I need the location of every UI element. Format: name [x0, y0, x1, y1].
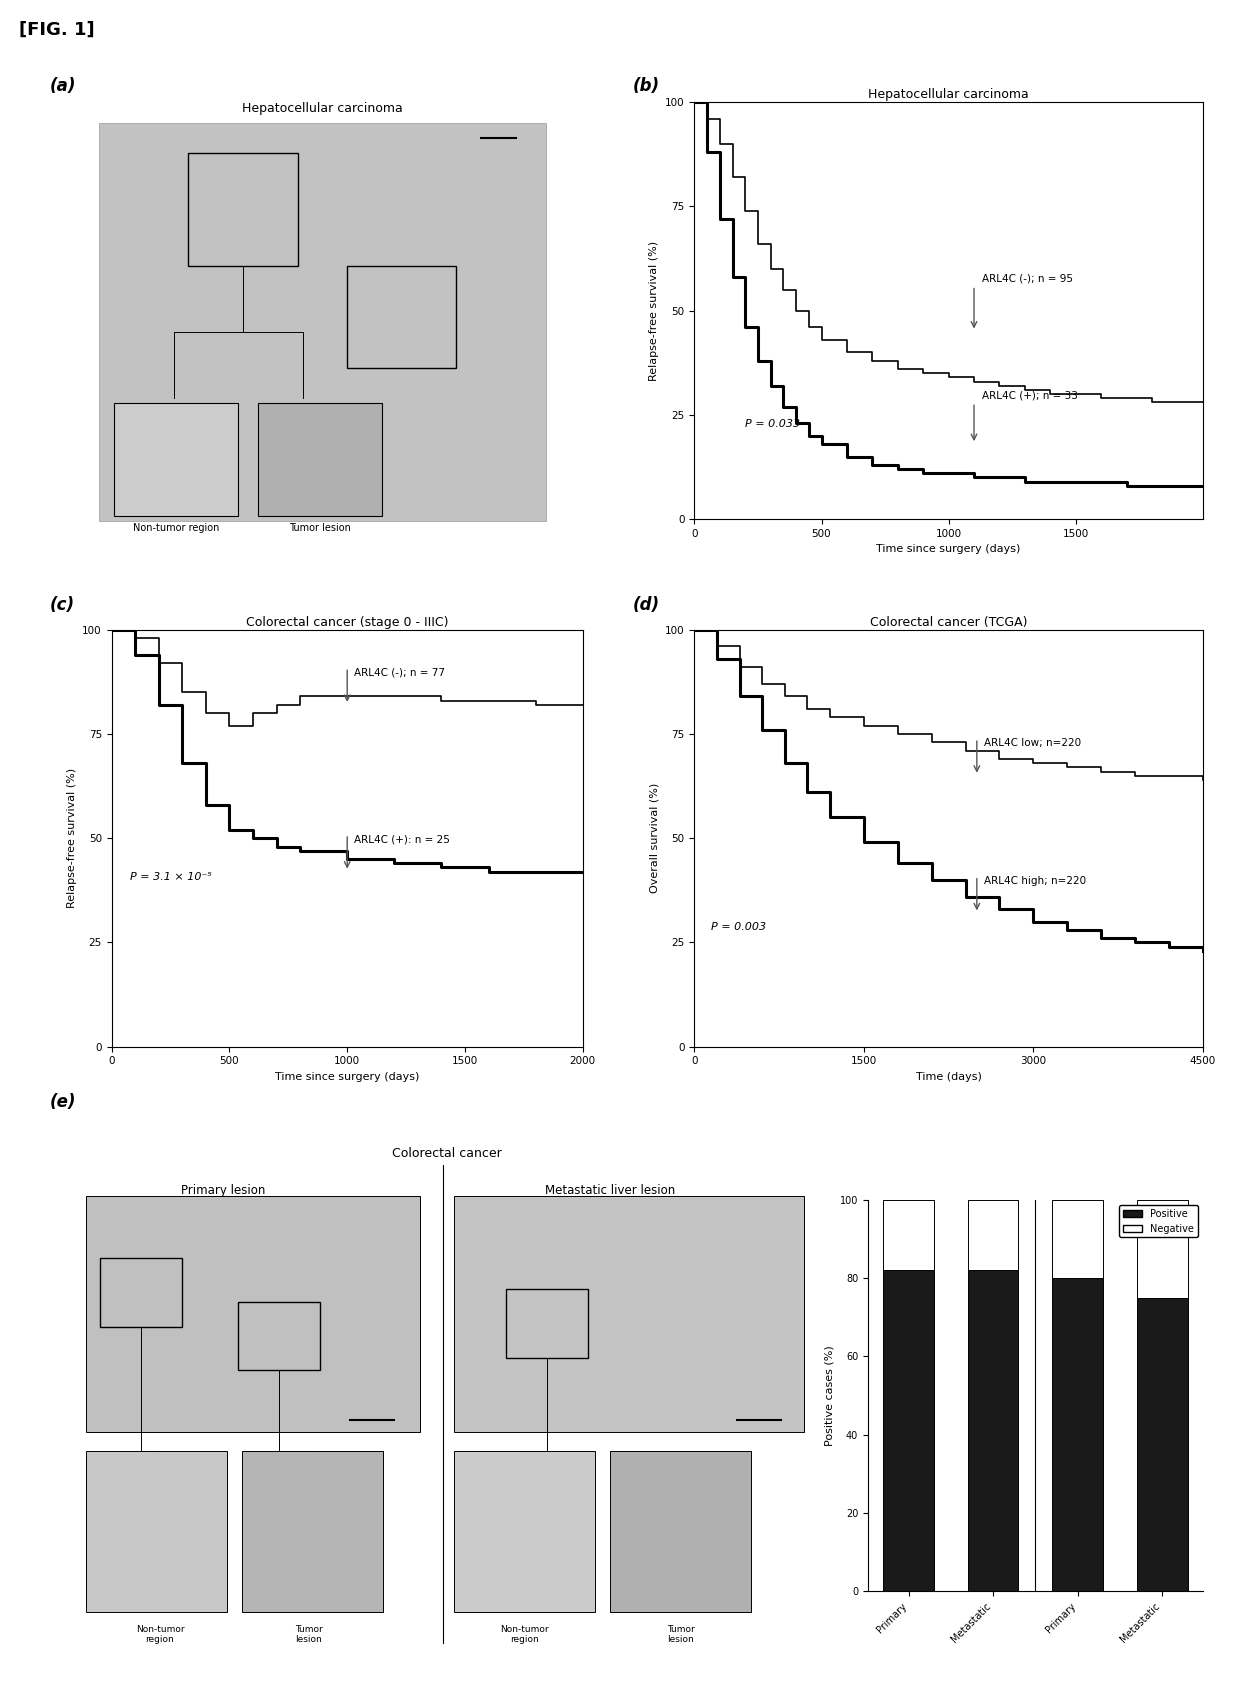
Bar — [967, 1270, 1018, 1591]
Title: Colorectal cancer (stage 0 - IIIC): Colorectal cancer (stage 0 - IIIC) — [246, 616, 449, 628]
Text: ARL4C (-); n = 77: ARL4C (-); n = 77 — [355, 667, 445, 677]
Text: Tumor lesion: Tumor lesion — [289, 523, 351, 533]
Bar — [258, 403, 382, 516]
Text: (c): (c) — [50, 596, 74, 614]
Bar — [86, 1450, 227, 1612]
Bar — [114, 403, 238, 516]
Bar — [86, 1197, 420, 1431]
Legend: Positive, Negative: Positive, Negative — [1118, 1205, 1198, 1237]
Y-axis label: Positive cases (%): Positive cases (%) — [825, 1345, 835, 1447]
Bar — [1137, 1200, 1188, 1297]
Text: Metastatic liver lesion: Metastatic liver lesion — [544, 1185, 676, 1197]
Bar — [238, 1302, 320, 1370]
Bar — [883, 1200, 934, 1270]
Bar — [967, 1200, 1018, 1270]
Text: P = 0.033: P = 0.033 — [745, 419, 800, 429]
X-axis label: Time since surgery (days): Time since surgery (days) — [275, 1072, 419, 1082]
Bar — [347, 266, 456, 368]
Text: Primary lesion: Primary lesion — [181, 1185, 265, 1197]
Bar — [99, 123, 546, 521]
Text: ARL4C low; n=220: ARL4C low; n=220 — [983, 739, 1081, 749]
Bar — [188, 153, 298, 266]
Text: (a): (a) — [50, 77, 76, 95]
Bar — [883, 1270, 934, 1591]
Text: ARL4C high; n=220: ARL4C high; n=220 — [983, 877, 1086, 887]
Bar — [1053, 1200, 1104, 1278]
Text: Hepatocellular carcinoma: Hepatocellular carcinoma — [242, 102, 403, 116]
Text: [FIG. 1]: [FIG. 1] — [19, 20, 94, 39]
Y-axis label: Overall survival (%): Overall survival (%) — [650, 783, 660, 894]
Text: Tumor
lesion: Tumor lesion — [667, 1624, 694, 1644]
Title: Colorectal cancer (TCGA): Colorectal cancer (TCGA) — [869, 616, 1028, 628]
Text: Non-tumor
region: Non-tumor region — [500, 1624, 549, 1644]
Text: (d): (d) — [632, 596, 660, 614]
Bar — [1053, 1278, 1104, 1591]
Bar — [1137, 1297, 1188, 1591]
Text: (e): (e) — [50, 1093, 76, 1111]
Text: Colorectal cancer: Colorectal cancer — [392, 1147, 501, 1159]
Bar — [506, 1290, 588, 1358]
Text: Non-tumor
region: Non-tumor region — [135, 1624, 185, 1644]
Bar — [242, 1450, 383, 1612]
Text: ARL4C (+): n = 25: ARL4C (+): n = 25 — [355, 834, 450, 844]
Text: Tumor
lesion: Tumor lesion — [295, 1624, 322, 1644]
X-axis label: Time since surgery (days): Time since surgery (days) — [877, 545, 1021, 555]
Bar — [100, 1258, 182, 1326]
Text: ARL4C (-); n = 95: ARL4C (-); n = 95 — [982, 274, 1073, 284]
Y-axis label: Relapse-free survival (%): Relapse-free survival (%) — [67, 768, 77, 909]
Text: P = 3.1 × 10⁻⁵: P = 3.1 × 10⁻⁵ — [130, 871, 212, 882]
Text: ARL4C (+); n = 33: ARL4C (+); n = 33 — [982, 390, 1078, 400]
X-axis label: Time (days): Time (days) — [915, 1072, 982, 1082]
Text: (b): (b) — [632, 77, 660, 95]
Bar — [454, 1197, 804, 1431]
Text: P = 0.003: P = 0.003 — [712, 922, 766, 933]
Title: Hepatocellular carcinoma: Hepatocellular carcinoma — [868, 89, 1029, 100]
Bar — [610, 1450, 751, 1612]
Text: Non-tumor region: Non-tumor region — [133, 523, 219, 533]
Bar — [454, 1450, 595, 1612]
Y-axis label: Relapse-free survival (%): Relapse-free survival (%) — [650, 240, 660, 381]
